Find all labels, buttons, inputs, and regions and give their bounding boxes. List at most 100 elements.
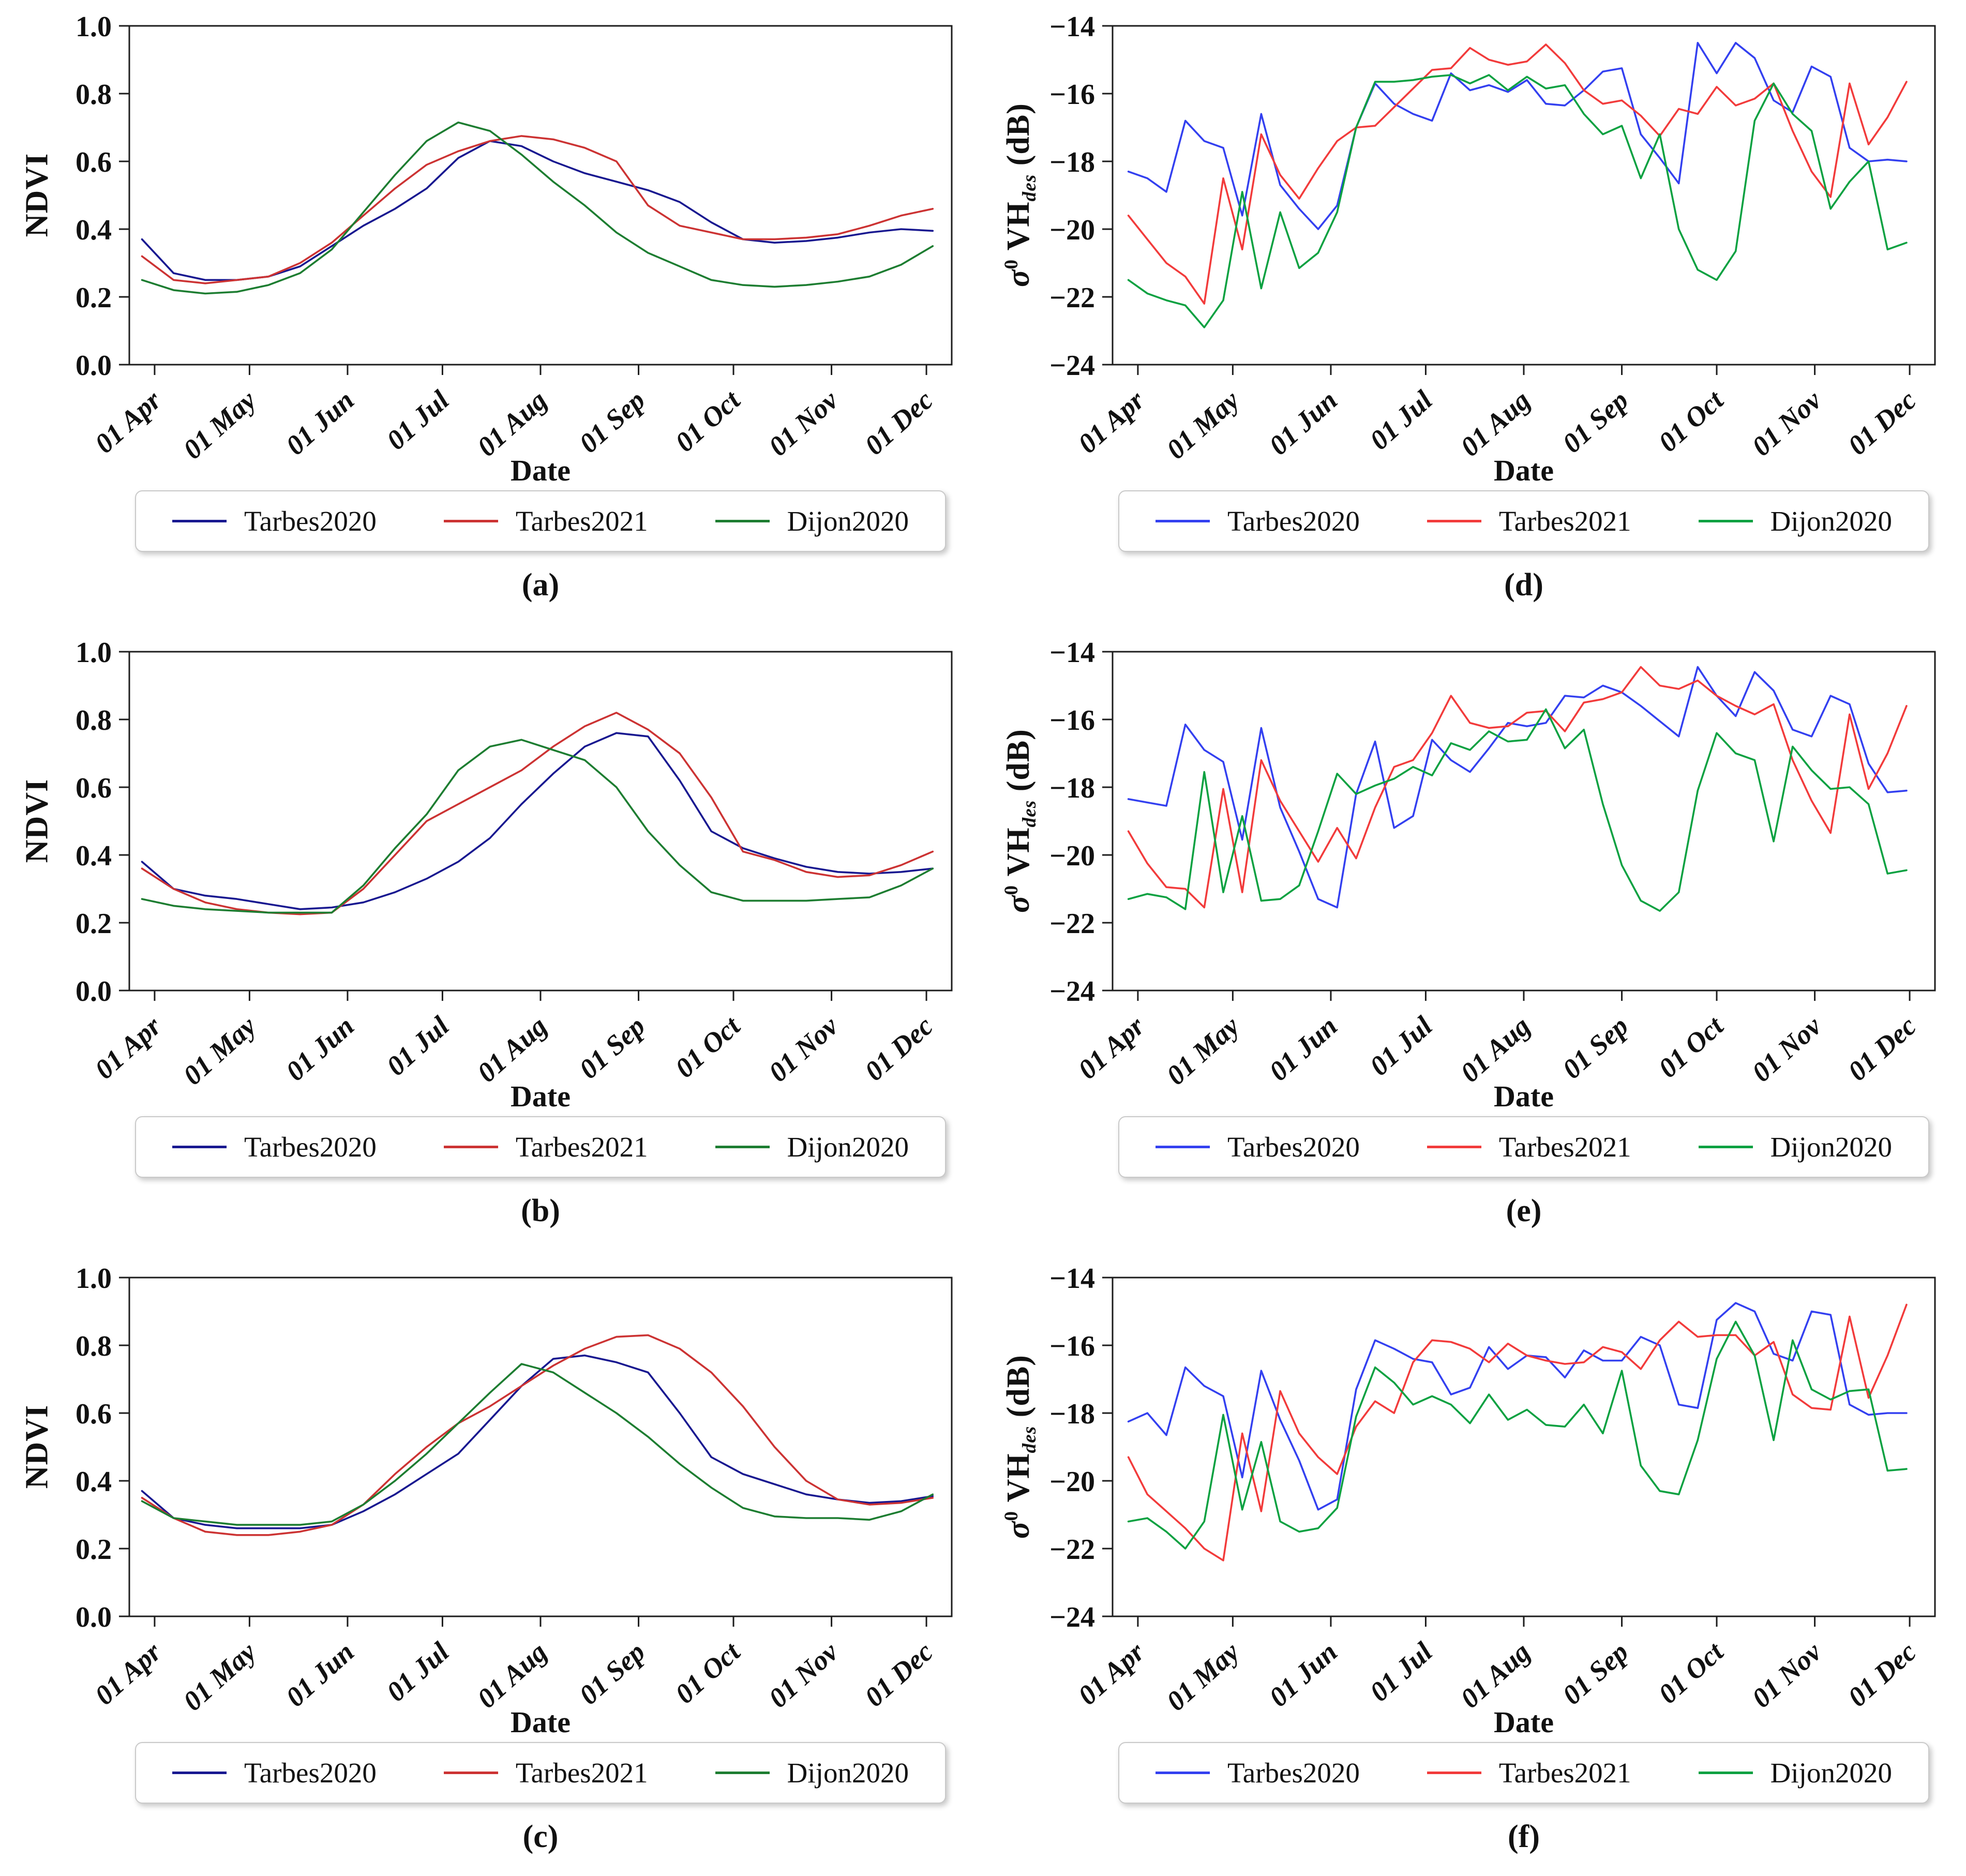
y-tick-label: 0.4 (76, 214, 112, 246)
y-tick-label: −16 (1049, 1330, 1095, 1362)
legend-line-swatch (715, 1772, 770, 1774)
y-tick-label: 0.8 (76, 704, 112, 737)
series-lines (1127, 1302, 1908, 1562)
line-tarbes2021 (1127, 43, 1908, 305)
x-tick-label: 01 Aug (471, 1010, 553, 1088)
y-tick-label: 0.8 (76, 79, 112, 111)
legend-line-swatch (172, 1772, 227, 1774)
x-tick-label: 01 Aug (1454, 384, 1536, 462)
legend-item-tarbes2021: Tarbes2021 (1427, 505, 1631, 537)
y-tick-label: 0.2 (76, 1534, 112, 1566)
legend-line-swatch (1698, 520, 1753, 522)
legend-line-swatch (172, 520, 227, 522)
legend-line-swatch (715, 520, 770, 522)
x-tick-label: 01 Oct (669, 1635, 747, 1709)
line-tarbes2020 (1127, 42, 1908, 230)
y-tick-label: −16 (1049, 704, 1095, 737)
y-tick-label: −20 (1049, 840, 1095, 872)
x-tick-label: 01 Jul (1364, 1010, 1438, 1082)
chart-canvas-b: 0.0 0.2 0.4 0.6 0.8 1.0 01 Apr 01 May 01 Jun 01 J… (76, 637, 953, 1091)
y-tick-label: −22 (1049, 282, 1095, 314)
line-tarbes2020 (141, 1354, 934, 1529)
series-lines (141, 1334, 934, 1536)
legend-item-dijon2020: Dijon2020 (715, 505, 909, 537)
x-axis-label: Date (511, 454, 571, 487)
legend-item-tarbes2020: Tarbes2020 (172, 505, 377, 537)
legend-item-dijon2020: Dijon2020 (1698, 505, 1892, 537)
x-tick-label: 01 Apr (89, 1010, 168, 1085)
x-tick-label: 01 May (1161, 1010, 1246, 1091)
legend-label: Dijon2020 (1770, 1131, 1892, 1163)
y-tick-label: 1.0 (76, 637, 112, 669)
legend-item-dijon2020: Dijon2020 (715, 1757, 909, 1789)
line-tarbes2021 (1127, 1303, 1908, 1562)
legend-box: Tarbes2020 Tarbes2021 Dijon2020 (1118, 1116, 1929, 1178)
x-tick-label: 01 Jun (1263, 1636, 1343, 1713)
legend-line-swatch (1427, 1772, 1481, 1774)
chart-canvas-a: 0.0 0.2 0.4 0.6 0.8 1.0 01 Apr 01 May 01 Jun 01 J… (76, 11, 953, 465)
y-axis-ticks: −24 −22 −20 −18 −16 −14 (1049, 11, 1113, 382)
x-tick-label: 01 Nov (1746, 384, 1827, 462)
line-tarbes2021 (141, 712, 934, 916)
y-axis-ticks: −24 −22 −20 −18 −16 −14 (1049, 637, 1113, 1008)
y-tick-label: −14 (1049, 637, 1095, 669)
line-tarbes2020 (141, 732, 934, 910)
x-tick-label: 01 Dec (859, 384, 939, 461)
legend-line-swatch (1155, 520, 1210, 522)
y-tick-label: −14 (1049, 1263, 1095, 1295)
legend-label: Tarbes2020 (244, 505, 377, 537)
legend-label: Dijon2020 (787, 1131, 909, 1163)
panel-e: σ0 VHdes (dB) −24 −22 −20 −18 −16 −14 01 Apr 01… (983, 626, 1966, 1250)
legend-line-swatch (1698, 1146, 1753, 1148)
y-tick-label: −16 (1049, 79, 1095, 111)
x-tick-label: 01 Jul (381, 384, 455, 456)
legend-item-tarbes2020: Tarbes2020 (1155, 505, 1360, 537)
x-tick-label: 01 Sep (573, 384, 651, 459)
plot-frame (128, 651, 953, 992)
line-dijon2020 (1127, 708, 1908, 912)
y-tick-label: 0.0 (76, 975, 112, 1008)
legend-box: Tarbes2020 Tarbes2021 Dijon2020 (1118, 1742, 1929, 1804)
legend-line-swatch (172, 1146, 227, 1148)
series-lines (1127, 42, 1908, 328)
x-tick-label: 01 Dec (859, 1636, 939, 1713)
y-tick-label: −18 (1049, 772, 1095, 804)
x-tick-label: 01 Nov (762, 1010, 844, 1088)
legend-line-swatch (1427, 1146, 1481, 1148)
y-tick-label: 1.0 (76, 11, 112, 43)
y-tick-label: 0.6 (76, 772, 112, 804)
y-tick-label: 0.2 (76, 908, 112, 940)
x-tick-label: 01 Nov (762, 1636, 844, 1714)
y-tick-label: −18 (1049, 1398, 1095, 1430)
y-tick-label: 0.4 (76, 1466, 112, 1498)
legend-item-tarbes2021: Tarbes2021 (443, 505, 648, 537)
series-lines (141, 712, 934, 916)
x-axis-label: Date (1494, 1705, 1554, 1739)
y-tick-label: −18 (1049, 146, 1095, 178)
x-tick-label: 01 May (177, 1010, 263, 1091)
legend-label: Dijon2020 (1770, 505, 1892, 537)
y-tick-label: 0.6 (76, 146, 112, 178)
x-tick-label: 01 Sep (1556, 384, 1634, 459)
legend-label: Dijon2020 (787, 1757, 909, 1789)
panel-c: NDVI 0.0 0.2 0.4 0.6 0.8 1.0 01 Apr 01 May 01 Ju… (0, 1252, 983, 1876)
legend-line-swatch (1155, 1146, 1210, 1148)
subplot-caption-a: (a) (521, 567, 560, 603)
legend-label: Dijon2020 (1770, 1757, 1892, 1789)
series-lines (1127, 666, 1908, 912)
chart-canvas-c: 0.0 0.2 0.4 0.6 0.8 1.0 01 Apr 01 May 01 Jun 01 J… (76, 1263, 953, 1717)
line-dijon2020 (141, 121, 934, 295)
line-tarbes2020 (1127, 1302, 1908, 1511)
legend-box: Tarbes2020 Tarbes2021 Dijon2020 (135, 1742, 946, 1804)
line-dijon2020 (141, 1363, 934, 1526)
legend-label: Tarbes2021 (1498, 505, 1631, 537)
panel-b: NDVI 0.0 0.2 0.4 0.6 0.8 1.0 01 Apr 01 May 01 Ju… (0, 626, 983, 1250)
legend-item-tarbes2020: Tarbes2020 (172, 1757, 377, 1789)
x-tick-label: 01 Apr (89, 1636, 168, 1711)
legend-item-tarbes2020: Tarbes2020 (1155, 1131, 1360, 1163)
series-lines (141, 121, 934, 295)
y-tick-label: −20 (1049, 1466, 1095, 1498)
plot-frame (1112, 651, 1936, 992)
panel-a: NDVI 0.0 0.2 0.4 0.6 0.8 1.0 01 Apr 01 May 01 Ju… (0, 0, 983, 624)
subplot-caption-d: (d) (1504, 567, 1543, 603)
